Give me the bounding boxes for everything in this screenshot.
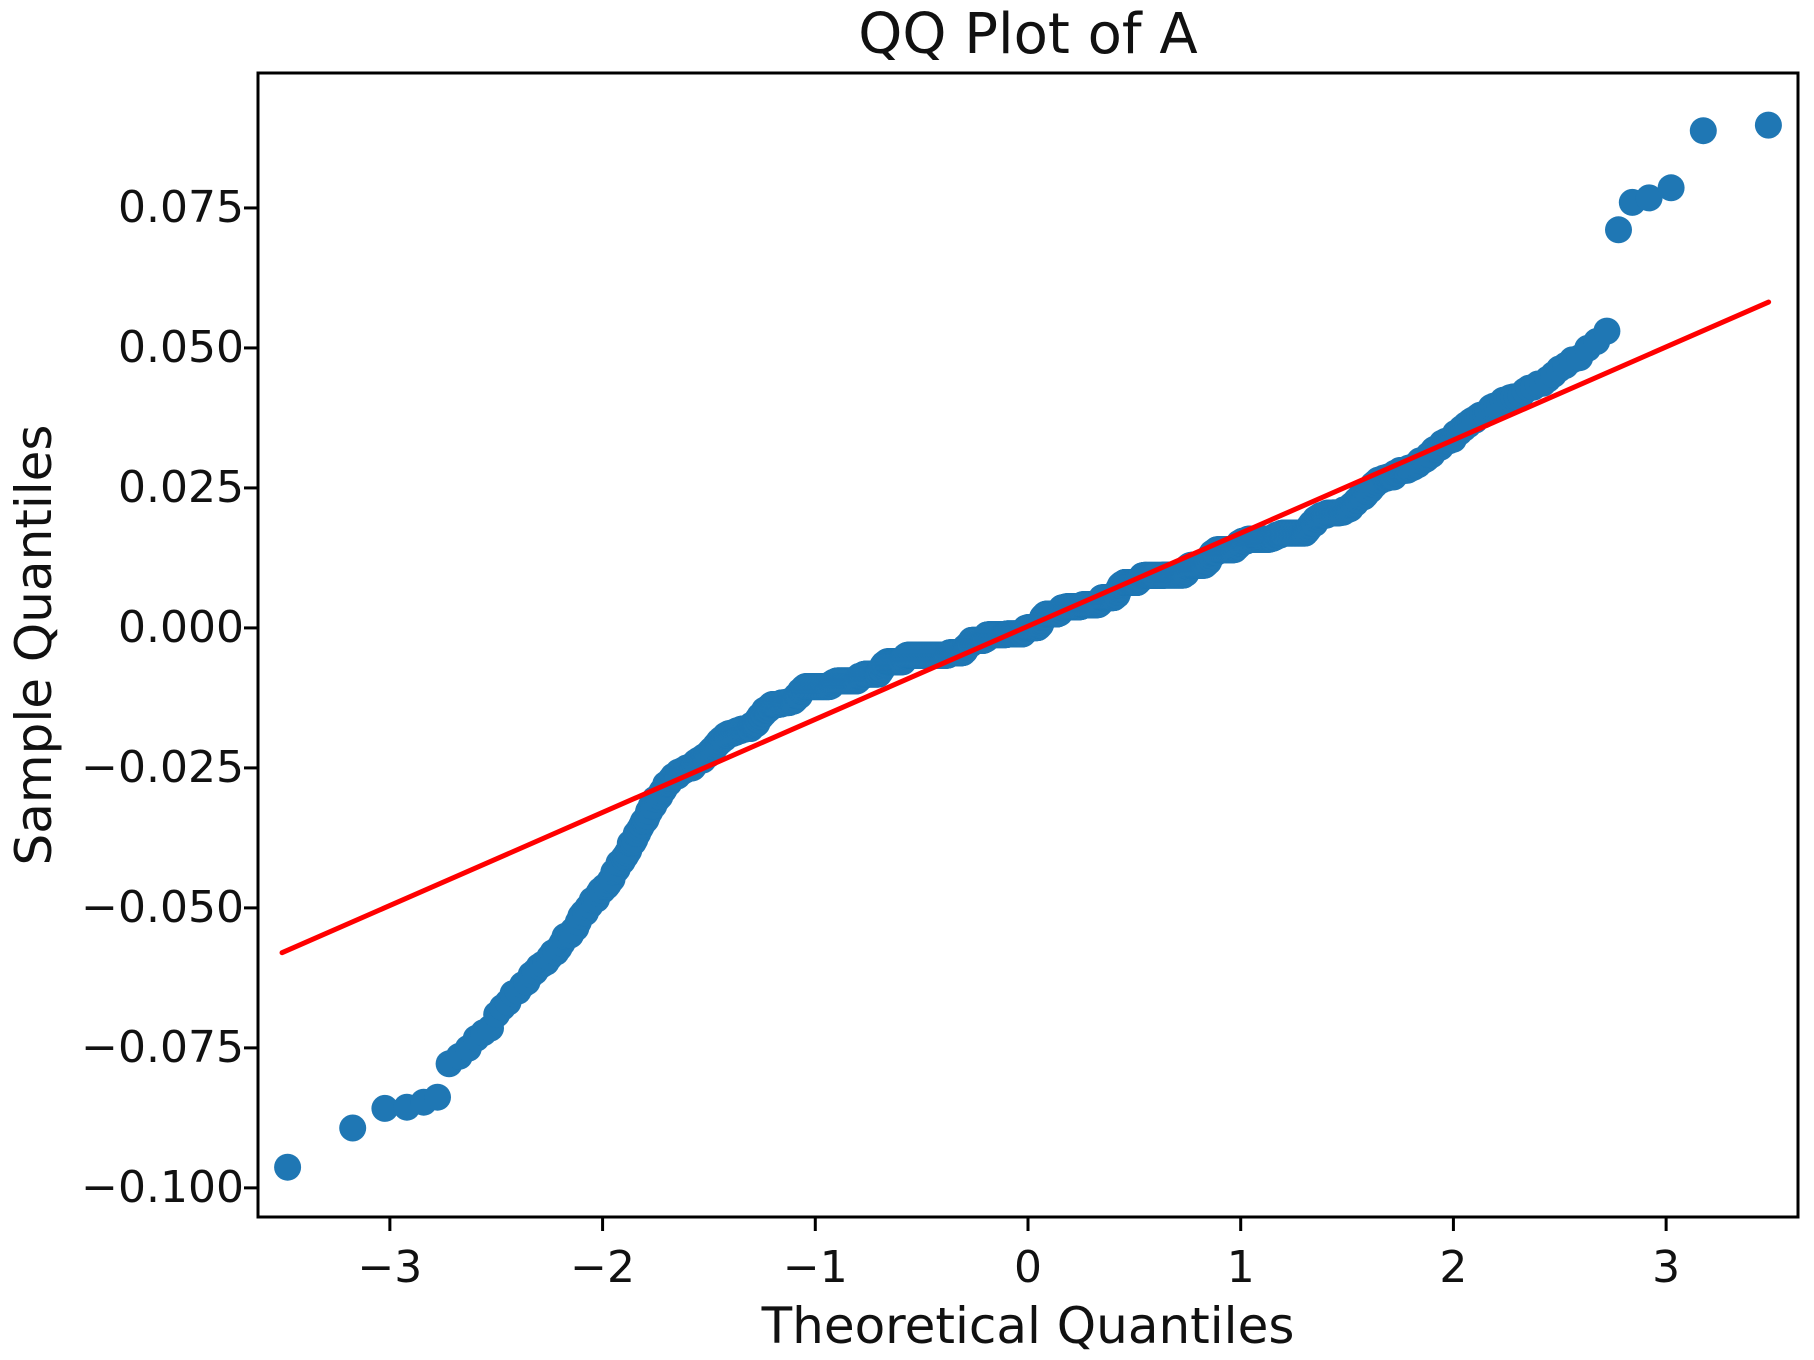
- data-point: [424, 1083, 451, 1111]
- x-tick-label: −1: [782, 1242, 848, 1293]
- y-tick-label: 0.000: [118, 601, 244, 653]
- x-axis-label: Theoretical Quantiles: [761, 1297, 1295, 1355]
- qq-reference-line: [279, 299, 1772, 956]
- y-tick-label: −0.075: [81, 1021, 244, 1073]
- data-point: [1754, 111, 1782, 139]
- y-tick-label: −0.100: [81, 1161, 244, 1213]
- chart-title: QQ Plot of A: [858, 2, 1198, 67]
- x-tick-label: −3: [357, 1242, 423, 1293]
- y-tick-label: −0.025: [81, 741, 244, 793]
- x-tick-label: 3: [1652, 1242, 1681, 1293]
- data-point: [274, 1153, 302, 1181]
- y-tick-label: 0.050: [118, 321, 244, 373]
- y-tick-label: 0.025: [118, 461, 244, 513]
- data-point: [1689, 117, 1717, 145]
- y-tick-label: 0.075: [118, 181, 244, 233]
- data-point: [339, 1114, 367, 1142]
- data-point: [1657, 174, 1685, 202]
- x-tick-label: 0: [1014, 1242, 1042, 1293]
- data-point: [1635, 184, 1663, 212]
- data-point: [371, 1094, 399, 1122]
- data-point: [1593, 317, 1621, 345]
- qq-points: [274, 111, 1782, 1181]
- x-tick-label: 1: [1226, 1242, 1255, 1293]
- x-tick-label: 2: [1439, 1242, 1468, 1293]
- x-tick-label: −2: [570, 1242, 636, 1293]
- y-tick-label: −0.050: [81, 881, 244, 933]
- data-point: [1605, 216, 1632, 244]
